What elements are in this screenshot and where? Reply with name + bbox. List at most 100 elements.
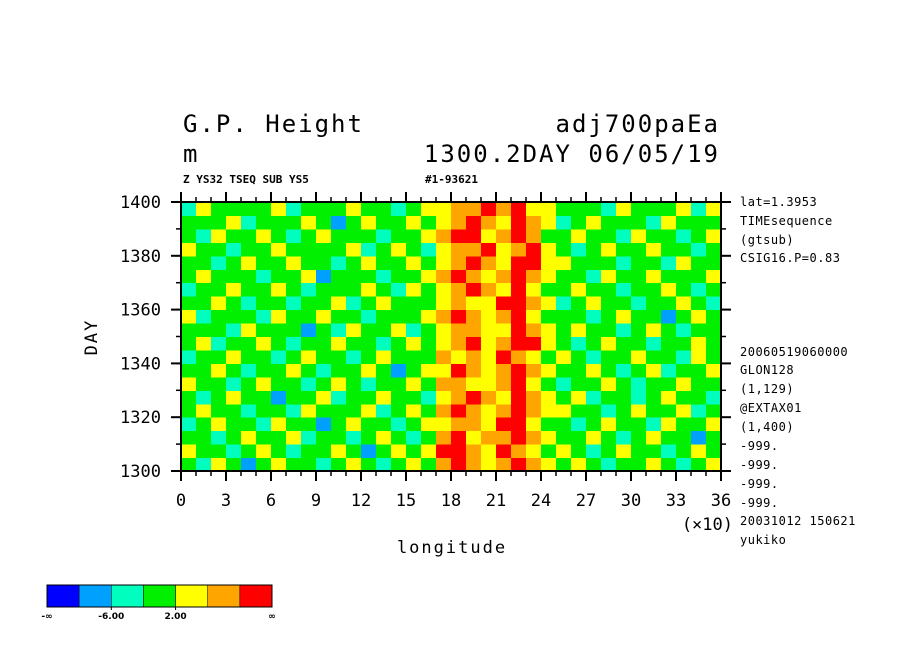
cell <box>616 242 632 257</box>
cell <box>346 202 362 216</box>
cell <box>331 215 347 230</box>
cell <box>436 228 452 243</box>
cell <box>556 390 572 405</box>
cell <box>511 444 527 459</box>
cell <box>271 390 287 405</box>
cell <box>211 228 227 243</box>
cell <box>301 363 317 378</box>
caption: #1-93621 <box>425 173 478 186</box>
cell <box>406 202 422 216</box>
cell <box>661 255 677 270</box>
cell <box>406 457 422 472</box>
cell <box>691 228 707 243</box>
cell <box>466 282 482 297</box>
cell <box>196 457 212 472</box>
cell <box>421 403 437 418</box>
cell <box>451 282 467 297</box>
x-tick-label: 9 <box>311 491 321 511</box>
cell <box>181 417 197 432</box>
cell <box>196 202 212 216</box>
cell <box>346 255 362 270</box>
cell <box>436 336 452 351</box>
colorbar-frame <box>46 584 273 608</box>
cell <box>421 309 437 324</box>
cell <box>556 323 572 337</box>
cell <box>646 269 662 284</box>
cell <box>616 202 632 216</box>
annotation: -999. <box>740 496 779 510</box>
cell <box>286 255 302 270</box>
cell <box>556 349 572 364</box>
cell <box>571 336 587 351</box>
cell <box>256 215 272 230</box>
cell <box>496 430 512 445</box>
cell <box>481 430 497 445</box>
cell <box>541 215 557 230</box>
cell <box>211 255 227 270</box>
cell <box>241 363 257 378</box>
cell <box>541 349 557 364</box>
cell <box>691 202 707 216</box>
cell <box>256 255 272 270</box>
cell <box>451 390 467 405</box>
cell <box>541 363 557 378</box>
cell <box>436 323 452 337</box>
cell <box>286 417 302 432</box>
cell <box>571 282 587 297</box>
cell <box>661 323 677 337</box>
cell <box>301 296 317 311</box>
cell <box>316 403 332 418</box>
cell <box>541 444 557 459</box>
cell <box>346 363 362 378</box>
cell <box>661 242 677 257</box>
cell <box>361 376 377 391</box>
cell <box>181 215 197 230</box>
cell <box>706 376 722 391</box>
cell <box>571 430 587 445</box>
cell <box>256 390 272 405</box>
cell <box>586 363 602 378</box>
cell <box>511 403 527 418</box>
cell <box>616 282 632 297</box>
cell <box>571 417 587 432</box>
cell <box>556 444 572 459</box>
cell <box>661 309 677 324</box>
cell <box>256 228 272 243</box>
cell <box>211 390 227 405</box>
annotation: 20060519060000 <box>740 345 848 359</box>
cell <box>676 269 692 284</box>
cell <box>346 444 362 459</box>
cell <box>676 390 692 405</box>
cell <box>451 403 467 418</box>
cell <box>481 282 497 297</box>
cell <box>496 363 512 378</box>
cell <box>331 242 347 257</box>
cell <box>361 242 377 257</box>
cell <box>481 269 497 284</box>
cell <box>541 430 557 445</box>
cell <box>301 390 317 405</box>
cell <box>376 336 392 351</box>
cell <box>481 444 497 459</box>
cell <box>316 336 332 351</box>
x-tick-label: 18 <box>441 491 461 511</box>
annotation: GLON128 <box>740 363 794 377</box>
cell <box>691 336 707 351</box>
cell <box>586 323 602 337</box>
cell <box>391 255 407 270</box>
cell <box>181 444 197 459</box>
cell <box>241 202 257 216</box>
cell <box>481 457 497 472</box>
cell <box>226 363 242 378</box>
cell <box>286 390 302 405</box>
cell <box>241 430 257 445</box>
cell <box>316 430 332 445</box>
cell <box>346 323 362 337</box>
cell <box>556 228 572 243</box>
cell <box>586 336 602 351</box>
cell <box>196 323 212 337</box>
cell <box>541 376 557 391</box>
cell <box>196 430 212 445</box>
cell <box>511 202 527 216</box>
cell <box>181 323 197 337</box>
